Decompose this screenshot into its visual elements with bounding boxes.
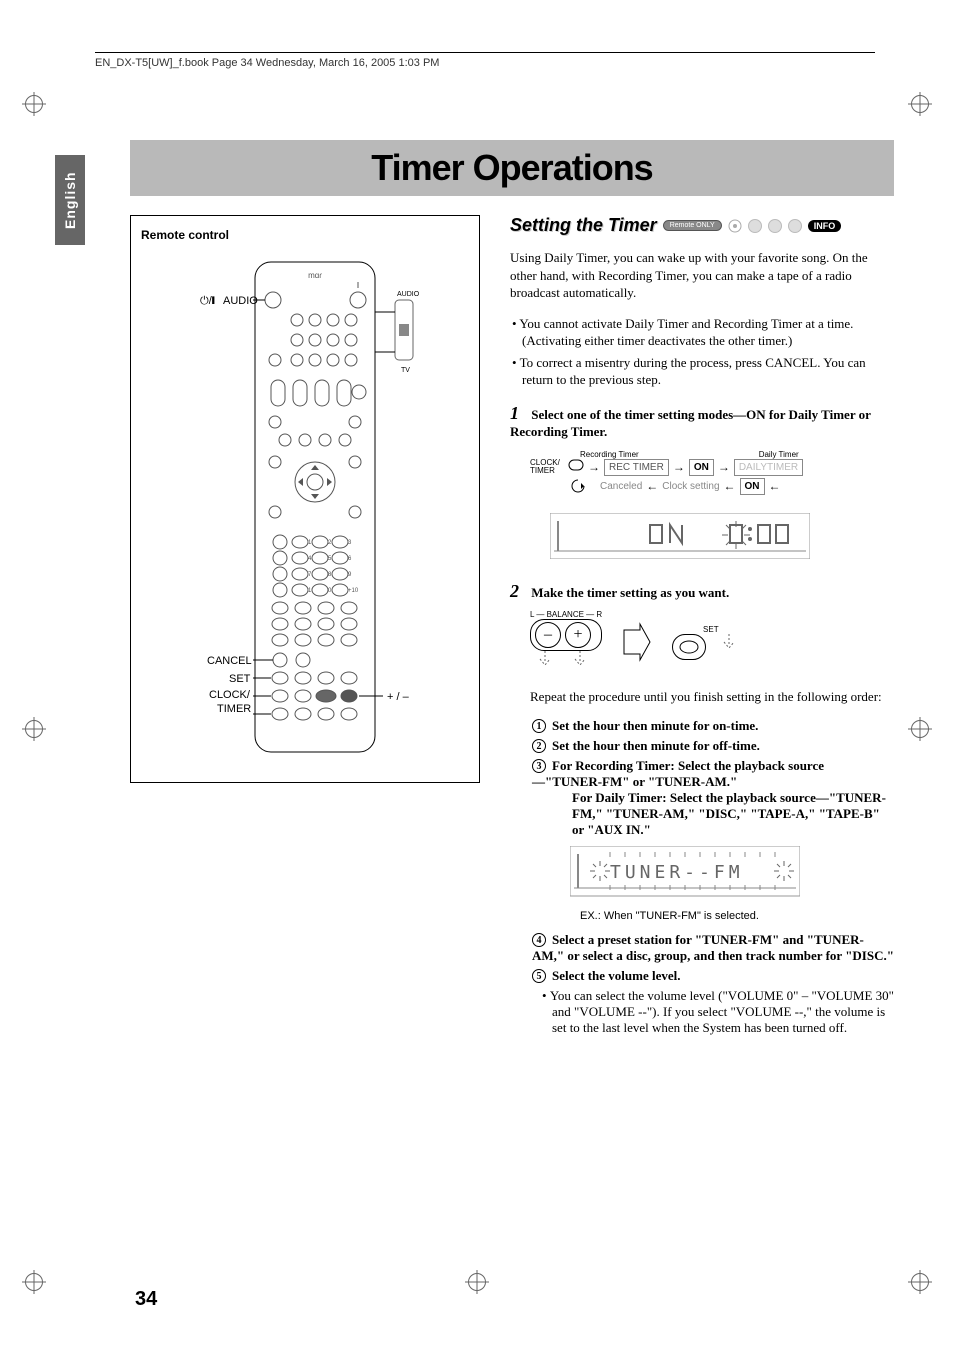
crop-mark xyxy=(911,1273,929,1291)
substep-list: 1 Set the hour then minute for on-time. 2… xyxy=(510,718,894,838)
press-arrow-icon xyxy=(709,634,749,654)
svg-text:+10: +10 xyxy=(348,588,359,594)
svg-text:TV: TV xyxy=(401,367,410,374)
remote-control-label: Remote control xyxy=(141,228,469,242)
set-button-icon xyxy=(672,634,706,660)
flow-text: Clock setting xyxy=(662,481,719,492)
step-number: 2 xyxy=(510,581,528,602)
flow-text: Canceled xyxy=(600,481,642,492)
disc-icon xyxy=(728,219,742,233)
clock-timer-label: CLOCK/ TIMER xyxy=(530,459,564,475)
substep-text: For Recording Timer: Select the playback… xyxy=(532,758,824,789)
svg-text:AUDIO: AUDIO xyxy=(223,295,258,307)
page-number: 34 xyxy=(135,1288,157,1311)
flow-label: Daily Timer xyxy=(759,450,799,459)
plus-button-icon: + xyxy=(565,622,591,648)
crop-mark xyxy=(468,1273,486,1291)
circled-number: 2 xyxy=(532,739,546,753)
svg-text:mɑɾ: mɑɾ xyxy=(308,271,322,280)
button-icon xyxy=(568,459,584,475)
circled-number: 4 xyxy=(532,933,546,947)
flow-box: REC TIMER xyxy=(604,459,669,476)
intro-text: Using Daily Timer, you can wake up with … xyxy=(510,249,894,302)
flow-box: ON xyxy=(740,478,765,495)
info-badge: INFO xyxy=(808,220,842,232)
press-arrows-icon xyxy=(530,651,600,671)
callout-audio: ⏻/❙ xyxy=(200,295,215,307)
svg-text:TUNER--FM: TUNER--FM xyxy=(610,862,744,883)
flow-box: DAILYTIMER xyxy=(734,459,803,476)
crop-mark xyxy=(911,720,929,738)
volume-note: You can select the volume level ("VOLUME… xyxy=(550,988,894,1035)
cycle-icon xyxy=(570,478,586,494)
lcd-caption: EX.: When "TUNER-FM" is selected. xyxy=(580,910,894,922)
language-tab: English xyxy=(55,155,85,245)
substep-text: Set the hour then minute for off-time. xyxy=(552,738,760,753)
substep-daily-text: For Daily Timer: Select the playback sou… xyxy=(532,790,894,838)
section-title: Timer Operations xyxy=(371,147,652,189)
crop-mark xyxy=(25,95,43,113)
book-header-text: EN_DX-T5[UW]_f.book Page 34 Wednesday, M… xyxy=(95,57,439,69)
svg-text:AUDIO: AUDIO xyxy=(397,291,420,298)
svg-text:+ / –: + / – xyxy=(387,691,410,703)
balance-set-diagram: L — BALANCE — R – + SET xyxy=(530,610,894,675)
substep-list-cont: 4Select a preset station for "TUNER-FM" … xyxy=(510,932,894,1036)
repeat-text: Repeat the procedure until you finish se… xyxy=(530,688,894,706)
balance-label: L — BALANCE — R xyxy=(530,610,602,619)
remote-control-diagram: mɑɾ ⏻/❙ AUDIO xyxy=(145,252,465,762)
dot-icon xyxy=(748,219,762,233)
crop-mark xyxy=(911,95,929,113)
lcd-display-tuner: TUNER--FM xyxy=(570,846,800,902)
flow-box: ON xyxy=(689,459,714,476)
remote-only-badge: Remote ONLY xyxy=(663,220,722,231)
substep-text: Select the volume level. xyxy=(552,968,681,983)
minus-button-icon: – xyxy=(535,622,561,648)
step-text: Select one of the timer setting modes—ON… xyxy=(510,407,871,439)
book-header: EN_DX-T5[UW]_f.book Page 34 Wednesday, M… xyxy=(95,52,875,69)
circled-number: 5 xyxy=(532,969,546,983)
substep-text: Select a preset station for "TUNER-FM" a… xyxy=(532,932,894,963)
section-heading-text: Setting the Timer xyxy=(510,215,657,236)
note-item: You cannot activate Daily Timer and Reco… xyxy=(510,315,894,350)
svg-text:CLOCK/: CLOCK/ xyxy=(209,689,251,701)
circled-number: 3 xyxy=(532,759,546,773)
timer-flow-diagram: Recording Timer Daily Timer CLOCK/ TIMER… xyxy=(530,450,894,563)
crop-mark xyxy=(25,720,43,738)
step-number: 1 xyxy=(510,403,528,424)
note-item: To correct a misentry during the process… xyxy=(510,354,894,389)
lcd-display xyxy=(550,513,810,559)
svg-text:TIMER: TIMER xyxy=(217,703,251,715)
flow-label: Recording Timer xyxy=(580,450,639,459)
set-label: SET xyxy=(672,625,749,634)
dot-icon xyxy=(768,219,782,233)
setting-timer-heading: Setting the Timer Remote ONLY INFO xyxy=(510,215,894,236)
remote-control-panel: Remote control mɑɾ ⏻/❙ xyxy=(130,215,480,783)
step-text: Make the timer setting as you want. xyxy=(531,585,729,600)
section-title-box: Timer Operations xyxy=(130,140,894,196)
arrow-right-icon xyxy=(622,622,652,662)
circled-number: 1 xyxy=(532,719,546,733)
crop-mark xyxy=(25,1273,43,1291)
svg-text:CANCEL: CANCEL xyxy=(207,655,252,667)
dot-icon xyxy=(788,219,802,233)
svg-text:SET: SET xyxy=(229,673,251,685)
substep-text: Set the hour then minute for on-time. xyxy=(552,718,758,733)
